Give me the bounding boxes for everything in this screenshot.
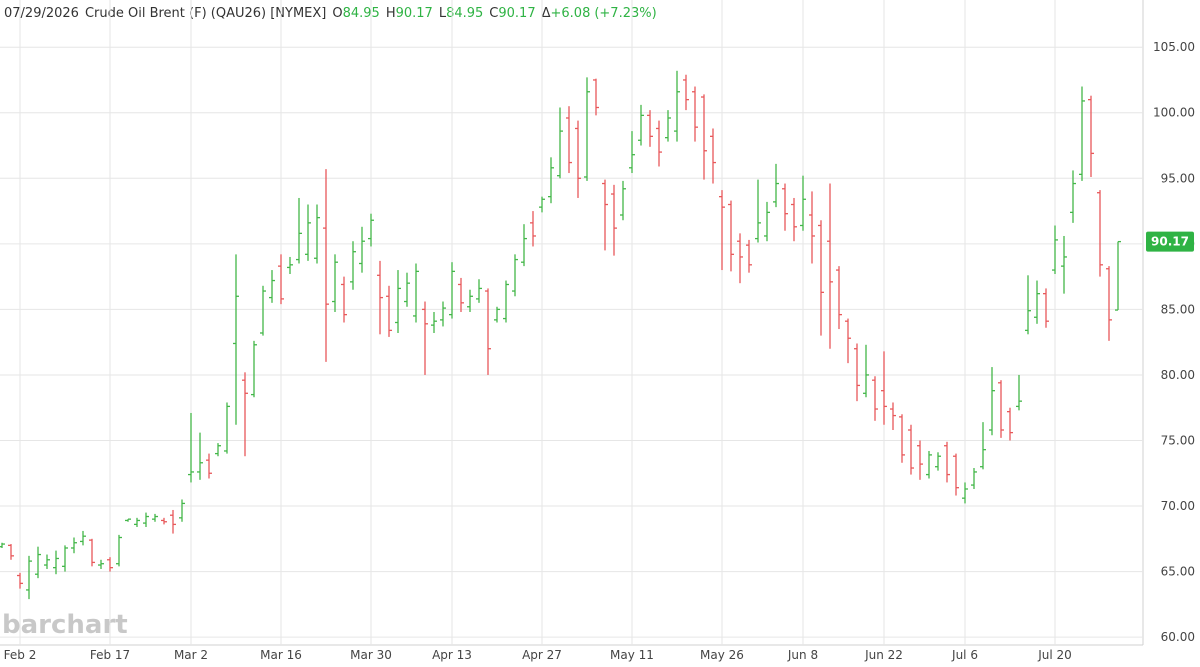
x-tick-label: Mar 16 <box>260 648 302 662</box>
x-tick-label: Feb 17 <box>90 648 130 662</box>
header: 07/29/2026 Crude Oil Brent (F) (QAU26) [N… <box>4 6 657 21</box>
last-price: 90.17 <box>1151 235 1189 249</box>
y-tick-label: 60.00 <box>1161 630 1195 644</box>
x-tick-label: Mar 30 <box>350 648 392 662</box>
x-tick-label: Apr 27 <box>522 648 562 662</box>
open-value: 84.95 <box>343 6 380 21</box>
y-tick-label: 100.00 <box>1153 106 1195 120</box>
close-value: 90.17 <box>498 6 535 21</box>
x-tick-label: Mar 2 <box>174 648 208 662</box>
x-tick-label: Jun 8 <box>787 648 818 662</box>
y-tick-label: 105.00 <box>1153 40 1195 54</box>
x-tick-label: Feb 2 <box>4 648 37 662</box>
date: 07/29/2026 <box>4 6 79 21</box>
y-tick-label: 85.00 <box>1161 302 1195 316</box>
watermark: barchart <box>2 610 128 640</box>
x-tick-label: Apr 13 <box>432 648 472 662</box>
low-value: 84.95 <box>446 6 483 21</box>
y-tick-label: 80.00 <box>1161 368 1195 382</box>
y-tick-label: 65.00 <box>1161 565 1195 579</box>
change-value: +6.08 <box>551 6 591 21</box>
x-tick-label: Jul 6 <box>951 648 978 662</box>
y-tick-label: 95.00 <box>1161 171 1195 185</box>
x-tick-label: May 26 <box>700 648 744 662</box>
y-tick-label: 70.00 <box>1161 499 1195 513</box>
close-label: C <box>489 6 498 21</box>
symbol: Crude Oil Brent (F) (QAU26) [NYMEX] <box>85 6 326 21</box>
x-tick-label: May 11 <box>610 648 654 662</box>
high-label: H <box>386 6 396 21</box>
x-tick-label: Jun 22 <box>864 648 903 662</box>
open-label: O <box>332 6 342 21</box>
change-label: Δ <box>542 6 551 21</box>
change-percent: (+7.23%) <box>594 6 656 21</box>
last-price-badge <box>1146 231 1194 252</box>
high-value: 90.17 <box>396 6 433 21</box>
x-tick-label: Jul 20 <box>1037 648 1072 662</box>
low-label: L <box>439 6 447 21</box>
y-tick-label: 75.00 <box>1161 433 1195 447</box>
